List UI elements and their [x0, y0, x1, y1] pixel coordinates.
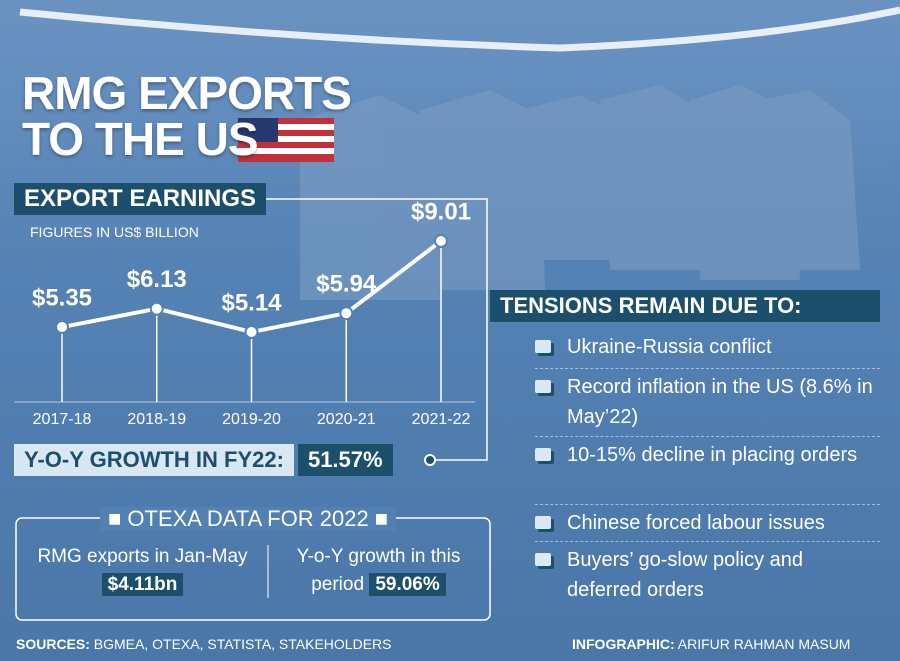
- tension-text: 10-15% decline in placing orders: [567, 444, 858, 466]
- separator: [535, 541, 880, 542]
- point: [244, 325, 259, 339]
- bullet-icon: [535, 340, 551, 353]
- bullet-icon: [535, 516, 551, 529]
- value-label: $5.14: [221, 289, 282, 316]
- x-tick-label: 2019-20: [222, 411, 281, 428]
- tension-item: Buyers’ go-slow policy and deferred orde…: [535, 545, 877, 605]
- chart-subtitle: FIGURES IN US$ BILLION: [30, 224, 199, 240]
- tension-text: Chinese forced labour issues: [567, 512, 825, 534]
- value-label: $5.94: [316, 271, 377, 298]
- clothes-backdrop: [300, 85, 860, 300]
- otexa-left-text: RMG exports in Jan-May: [37, 546, 248, 567]
- separator: [535, 436, 880, 437]
- branch: [19, 6, 900, 52]
- title: TO THE US: [22, 113, 259, 165]
- otexa-left-value: $4.11bn: [101, 573, 184, 596]
- x-tick-label: 2020-21: [317, 411, 376, 428]
- tension-text: Record inflation in the US (8.6% in May’…: [567, 376, 873, 428]
- tensions-title: TENSIONS REMAIN DUE TO:: [490, 290, 880, 322]
- tension-item: Chinese forced labour issues: [535, 508, 877, 538]
- chart-title: EXPORT EARNINGS: [14, 183, 267, 215]
- point: [339, 306, 354, 321]
- sources-text: BGMEA, OTEXA, STATISTA, STAKEHOLDERS: [93, 636, 392, 652]
- x-tick-label: 2021-22: [412, 411, 471, 428]
- growth-value: 51.57%: [297, 444, 393, 476]
- otexa-left: RMG exports in Jan-May $4.11bn: [30, 543, 255, 599]
- otexa-right-value: 59.06%: [369, 573, 446, 596]
- point: [434, 234, 448, 248]
- bullet-icon: [535, 553, 551, 566]
- separator: [535, 504, 880, 505]
- us-flag: [238, 118, 334, 162]
- value-label: $6.13: [127, 266, 187, 293]
- point: [55, 320, 69, 335]
- tension-text: Ukraine-Russia conflict: [567, 336, 772, 358]
- x-tick-label: 2017-18: [33, 411, 92, 428]
- separator: [535, 368, 880, 369]
- value-label: $5.35: [32, 284, 92, 311]
- tension-item: 10-15% decline in placing orders: [535, 440, 877, 470]
- credit: INFOGRAPHIC: ARIFUR RAHMAN MASUM: [572, 636, 850, 652]
- connector-dot: [424, 454, 436, 466]
- credit-label: INFOGRAPHIC:: [572, 636, 675, 652]
- title: RMG EXPORTS: [22, 67, 352, 119]
- bullet-icon: [535, 448, 551, 461]
- growth: Y-O-Y GROWTH IN FY22: 51.57%: [14, 444, 393, 476]
- bullet-icon: [535, 380, 551, 393]
- sources: SOURCES: BGMEA, OTEXA, STATISTA, STAKEHO…: [16, 636, 391, 652]
- value-label: $9.01: [411, 198, 471, 225]
- tension-text: Buyers’ go-slow policy and deferred orde…: [567, 549, 804, 601]
- tension-item: Ukraine-Russia conflict: [535, 332, 877, 362]
- sources-label: SOURCES:: [16, 636, 90, 652]
- otexa-right-text: Y-o-Y growth in this period: [296, 546, 461, 595]
- growth-label: Y-O-Y GROWTH IN FY22:: [14, 444, 294, 476]
- connector: [254, 198, 488, 461]
- otexa-title-text: OTEXA DATA FOR 2022: [127, 506, 369, 531]
- otexa-right: Y-o-Y growth in this period 59.06%: [276, 543, 481, 599]
- tension-item: Record inflation in the US (8.6% in May’…: [535, 372, 877, 432]
- x-tick-label: 2018-19: [127, 411, 186, 428]
- point: [149, 301, 164, 316]
- credit-text: ARIFUR RAHMAN MASUM: [677, 636, 851, 652]
- otexa-title: ■ OTEXA DATA FOR 2022 ■: [100, 506, 397, 531]
